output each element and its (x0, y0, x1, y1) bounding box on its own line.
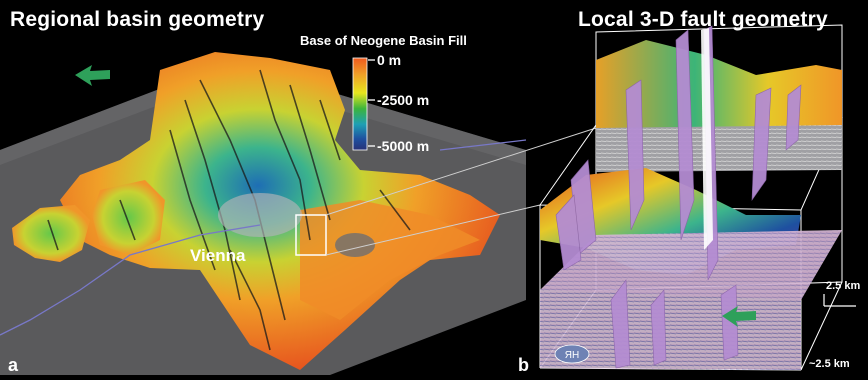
panel-a-title: Regional basin geometry (10, 8, 265, 31)
fault-traces (47, 69, 411, 351)
legend-title: Base of Neogene Basin Fill (300, 33, 467, 48)
panel-letter-b: b (518, 355, 529, 375)
legend-label-top: 0 m (377, 52, 402, 68)
panel-b-title: Local 3-D fault geometry (578, 8, 828, 31)
north-arrow-icon (75, 65, 110, 86)
main-fault-plane (701, 28, 713, 250)
river (0, 224, 261, 336)
zoom-box (295, 214, 327, 256)
seismic-back-wall (596, 118, 842, 172)
fault-block-diagram: ЯH (539, 24, 856, 371)
badge (554, 344, 590, 364)
legend-colorbar (352, 57, 368, 151)
panel-letter-a: a (8, 355, 19, 375)
scale-label-vertical: 2.5 km (826, 280, 861, 292)
top-horizon-surface (596, 40, 842, 128)
city-label-vienna: Vienna (190, 246, 246, 265)
legend-label-mid: -2500 m (377, 92, 430, 108)
green-patch-west (12, 205, 90, 262)
legend-label-bottom: -5000 m (377, 138, 430, 154)
panel-b: ЯH Local 3-D fault geometry 2.5 km ~2.5 … (518, 0, 868, 380)
panel-a: Regional basin geometry Base of Neogene … (0, 8, 526, 375)
badge-label: ЯH (565, 350, 579, 361)
green-patch-center (92, 180, 165, 255)
scale-label-horizontal: ~2.5 km (809, 358, 850, 370)
vertical-scale-bar (823, 294, 856, 307)
regional-basin-map (0, 52, 526, 375)
north-arrow-icon-b (722, 306, 756, 327)
